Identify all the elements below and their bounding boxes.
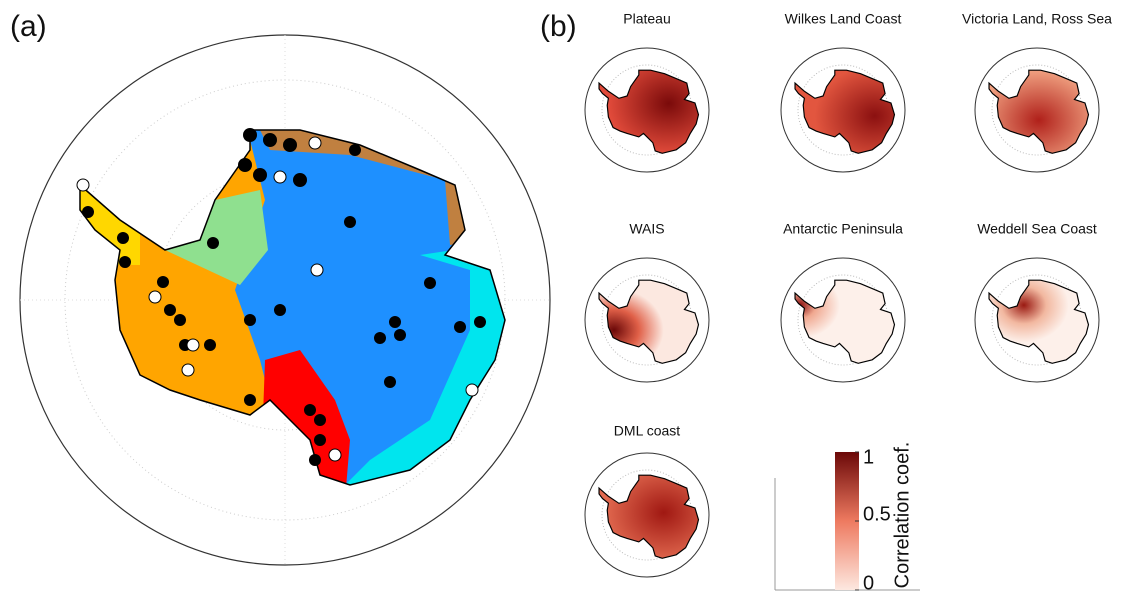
small-map: Antarctic Peninsula [780,221,906,383]
continent-fill [988,279,1090,364]
small-map: WAIS [584,221,710,383]
map-frame [584,452,710,578]
map-title: Wilkes Land Coast [785,11,902,27]
panel-label: (b) [540,10,577,43]
colorbar-tick-label: 0 [863,572,874,594]
map-frame [584,257,710,383]
colorbar-tick-label: 1 [863,446,874,468]
continent [598,474,700,559]
main-map [19,34,551,566]
panel-label: (a) [10,10,47,43]
small-map: Weddell Sea Coast [974,221,1100,383]
continent-fill [598,474,700,559]
continent [794,279,896,364]
continent [794,69,896,154]
continent-fill [988,69,1090,154]
small-map: Wilkes Land Coast [780,11,906,173]
continent [598,279,700,364]
continent-fill [794,69,896,154]
small-map: Plateau [584,11,710,173]
map-title: Antarctic Peninsula [783,221,903,237]
map-title: WAIS [629,221,664,237]
colorbar-tick-label: 0.5 [863,503,891,525]
map-title: Plateau [623,11,670,27]
continent-fill [598,69,700,154]
small-map: DML coast [584,423,710,578]
small-map: Victoria Land, Ross Sea [962,11,1112,173]
continent [988,279,1090,364]
continent [988,69,1090,154]
continent-fill [598,279,700,364]
map-frame [584,47,710,173]
continent [598,69,700,154]
map-frame [974,47,1100,173]
map-frame [780,47,906,173]
map-title: Weddell Sea Coast [977,221,1097,237]
map-title: DML coast [614,423,681,439]
map-title: Victoria Land, Ross Sea [962,11,1112,27]
colorbar-label: Correlation coef. [891,442,913,589]
continent-fill [794,279,896,364]
map-frame [974,257,1100,383]
map-frame [780,257,906,383]
